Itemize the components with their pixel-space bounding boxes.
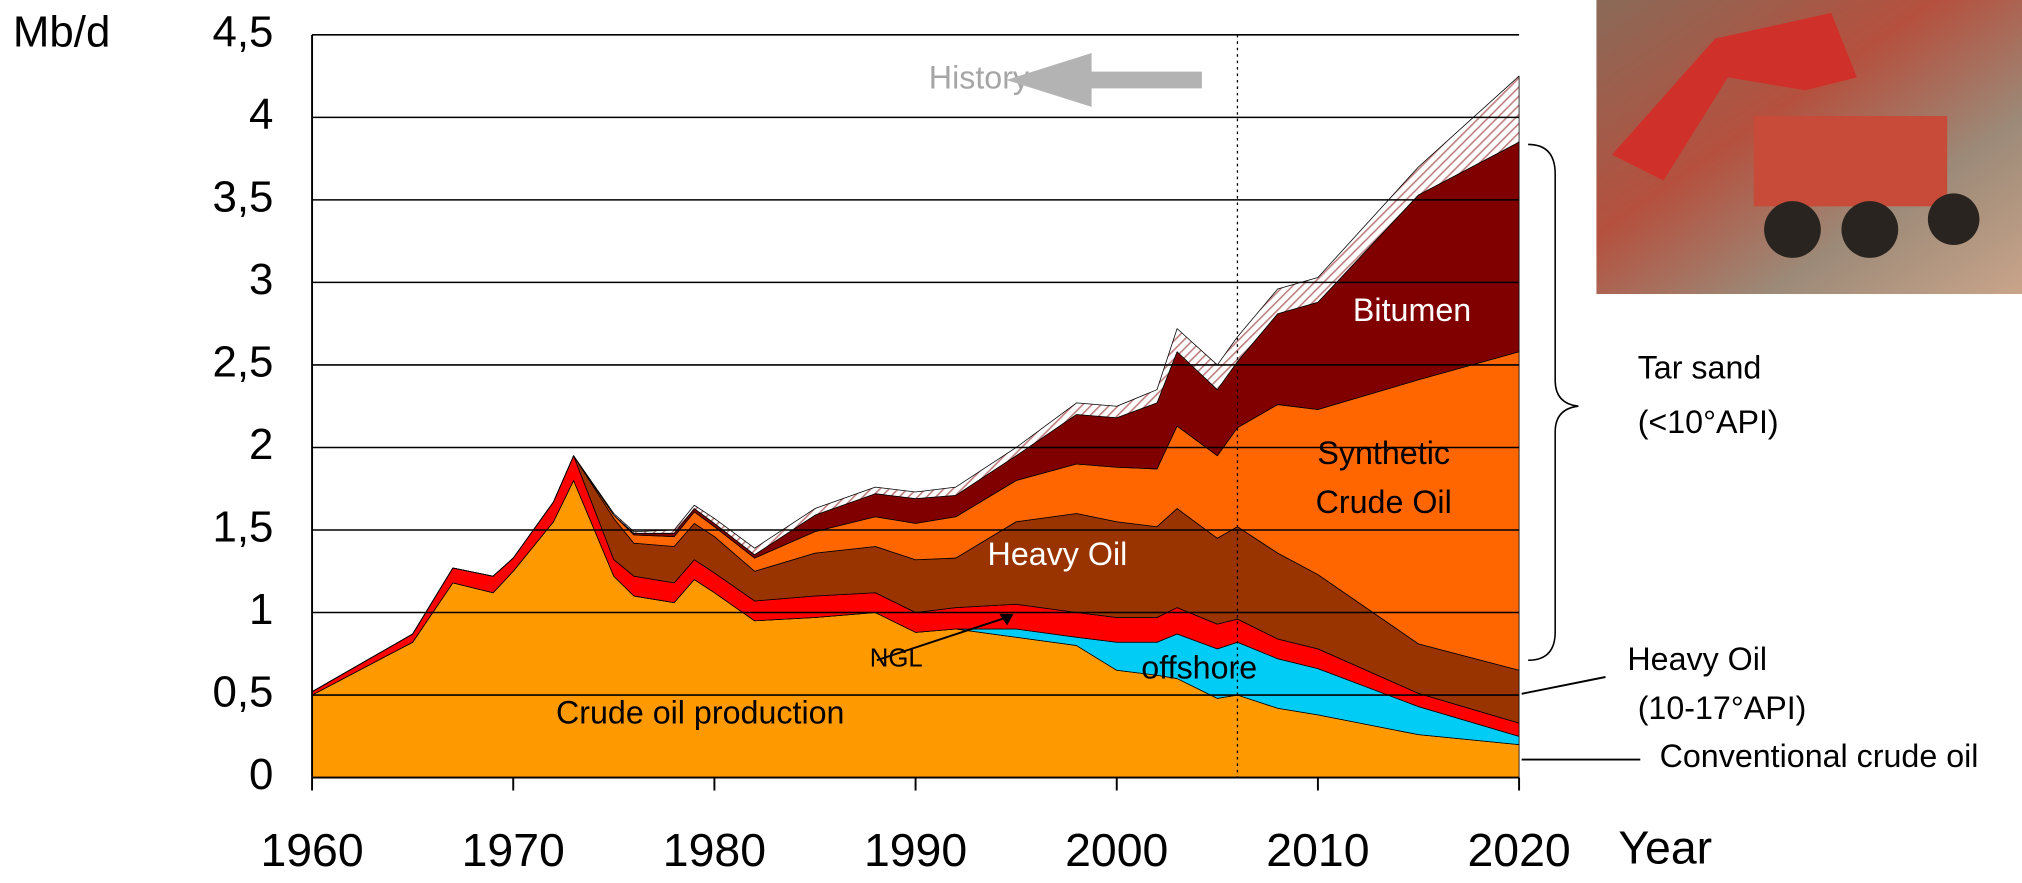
- y-tick-label: 1: [249, 585, 273, 634]
- heavy-oil-pointer: [1521, 676, 1606, 695]
- series-label: Heavy Oil: [987, 536, 1128, 573]
- annotation: Heavy Oil: [1627, 641, 1767, 677]
- y-tick-label: 2: [249, 420, 273, 469]
- ngl-pointer-head: [999, 613, 1014, 626]
- y-tick-label: 2,5: [212, 338, 273, 387]
- y-tick-label: 4,5: [212, 7, 273, 56]
- x-tick-label: 1990: [864, 824, 967, 876]
- x-tick-label: 2010: [1266, 824, 1369, 876]
- y-tick-label: 0,5: [212, 668, 273, 717]
- history-arrow: [1006, 53, 1202, 107]
- ngl-pointer: [876, 615, 1011, 662]
- y-tick-label: 3,5: [212, 172, 273, 221]
- series-label: NGL: [869, 644, 923, 674]
- series-label: Synthetic Crude Oil: [1315, 435, 1452, 521]
- x-tick-label: 1960: [260, 824, 363, 876]
- y-tick-label: 1,5: [212, 503, 273, 552]
- x-tick-label: 1970: [462, 824, 565, 876]
- series-label: offshore: [1141, 649, 1258, 687]
- series-label: Crude oil production: [555, 695, 845, 732]
- tar-sand-brace: [1528, 143, 1579, 662]
- x-tick-label: 1980: [663, 824, 766, 876]
- y-tick-label: 4: [249, 90, 273, 139]
- y-tick-label: 0: [249, 750, 273, 799]
- annotation: Conventional crude oil: [1660, 738, 1979, 774]
- history-label: History: [929, 59, 1030, 95]
- x-tick-label: 2000: [1065, 824, 1168, 876]
- series-label: Bitumen: [1352, 292, 1472, 329]
- area: [311, 75, 1520, 693]
- photo: [1596, 0, 2022, 295]
- annotation: Tar sand: [1638, 350, 1762, 386]
- x-tick-label: 2020: [1467, 824, 1570, 876]
- x-axis-title: Year: [1618, 821, 1712, 873]
- y-tick-label: 3: [249, 255, 273, 304]
- y-axis-title: Mb/d: [13, 7, 110, 56]
- annotation: (<10°API): [1638, 404, 1779, 440]
- annotation: (10-17°API): [1638, 690, 1807, 726]
